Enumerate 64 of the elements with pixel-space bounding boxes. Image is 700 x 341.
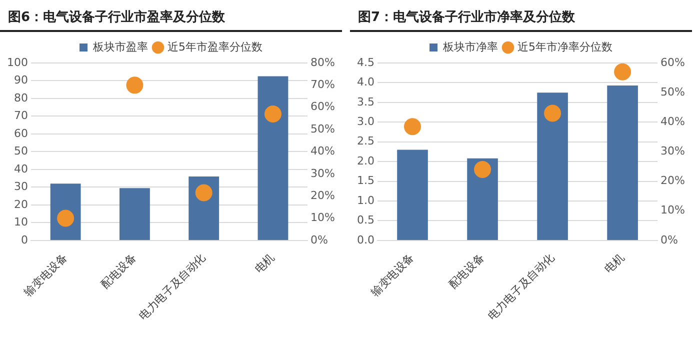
y2-tick-label: 50% [660, 85, 686, 98]
x-tick-label: 电力电子及自动化 [136, 251, 208, 322]
y-tick-label: 1.0 [356, 194, 374, 207]
x-tick-label: 配电设备 [98, 251, 139, 292]
y-tick-label: 0 [20, 233, 28, 246]
point [195, 184, 212, 202]
y2-tick-label: 40% [660, 115, 686, 128]
y2-tick-label: 70% [310, 78, 336, 92]
y2-tick-label: 60% [310, 100, 336, 114]
y-tick-label: 4.5 [356, 56, 374, 69]
bar [258, 76, 288, 240]
y-tick-label: 0.5 [356, 214, 374, 227]
bar [397, 150, 428, 240]
y-tick-label: 90 [14, 74, 28, 87]
x-tick-label: 输变电设备 [368, 251, 417, 300]
x-tick-label: 电机 [252, 251, 278, 276]
chart-title: 图6：电气设备子行业市盈率及分位数 [0, 0, 342, 32]
y2-tick-label: 10% [310, 211, 336, 224]
y-tick-label: 50 [14, 144, 28, 158]
y2-tick-label: 0% [660, 233, 678, 246]
y2-tick-label: 30% [660, 144, 686, 158]
chart-title: 图7：电气设备子行业市净率及分位数 [350, 0, 692, 32]
bar [467, 158, 498, 240]
y2-tick-label: 20% [660, 174, 686, 188]
y-tick-label: 1.5 [356, 174, 374, 188]
y-tick-label: 80 [14, 91, 28, 104]
y2-tick-label: 0% [310, 233, 328, 246]
y-tick-label: 3.5 [356, 95, 374, 108]
bar [119, 188, 150, 240]
point [264, 106, 282, 123]
legend-label: 近5年市盈率分位数 [168, 40, 262, 54]
point [474, 160, 492, 178]
legend-label: 近5年市净率分位数 [518, 40, 612, 54]
y2-tick-label: 10% [660, 204, 686, 217]
legend-label: 板块市盈率 [92, 40, 148, 54]
y-tick-label: 3.0 [356, 115, 374, 128]
y-tick-label: 70 [14, 109, 28, 122]
y-tick-label: 60 [14, 126, 28, 140]
y-tick-label: 2.0 [356, 154, 374, 168]
point [614, 63, 632, 80]
y2-tick-label: 80% [310, 56, 336, 69]
y-tick-label: 40 [14, 162, 28, 176]
y2-tick-label: 30% [310, 166, 336, 180]
x-tick-label: 电力电子及自动化 [485, 251, 557, 322]
y-tick-label: 4.0 [356, 76, 374, 89]
y2-tick-label: 40% [310, 144, 336, 158]
y2-tick-label: 60% [660, 56, 686, 69]
y-tick-label: 100 [6, 56, 28, 69]
x-tick-label: 配电设备 [446, 251, 487, 292]
y2-tick-label: 50% [310, 122, 336, 136]
y-tick-label: 20 [14, 198, 28, 211]
y-tick-label: 10 [14, 216, 28, 229]
point [404, 118, 421, 136]
x-tick-label: 输变电设备 [22, 251, 70, 300]
y-tick-label: 30 [14, 180, 28, 194]
x-tick-label: 电机 [602, 251, 627, 276]
y-tick-label: 2.5 [356, 134, 374, 148]
bar [607, 85, 638, 240]
y-tick-label: 0.0 [356, 233, 374, 246]
point [544, 104, 562, 122]
legend-label: 板块市净率 [442, 40, 498, 54]
bar [537, 92, 568, 240]
point [126, 76, 144, 94]
y2-tick-label: 20% [310, 188, 336, 202]
